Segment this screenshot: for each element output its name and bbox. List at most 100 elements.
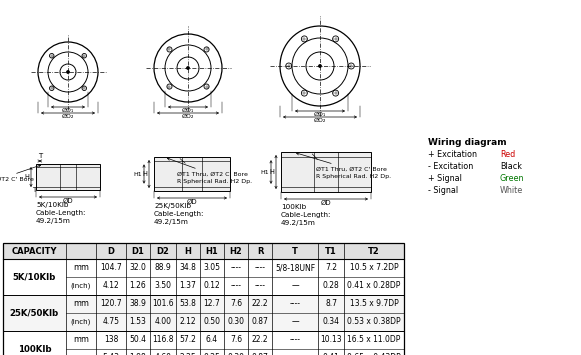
Text: 88.9: 88.9 [155, 263, 171, 273]
Text: 13.5 x 9.7DP: 13.5 x 9.7DP [350, 300, 399, 308]
Text: 116.8: 116.8 [152, 335, 174, 344]
Bar [3, 243, 404, 355]
Text: ----: ---- [289, 335, 300, 344]
Text: 25K/50Klb: 25K/50Klb [10, 308, 59, 317]
Text: 12.7: 12.7 [203, 300, 220, 308]
Text: H: H [142, 171, 147, 177]
Bar [154, 157, 230, 191]
Text: 0.53 x 0.38DP: 0.53 x 0.38DP [347, 317, 401, 327]
Text: H: H [269, 169, 274, 175]
Text: 0.41: 0.41 [322, 354, 339, 355]
Text: mm: mm [73, 335, 89, 344]
Text: 0.65 x 0.43DP: 0.65 x 0.43DP [347, 354, 401, 355]
Text: 0.30: 0.30 [228, 317, 245, 327]
Text: ----: ---- [254, 263, 266, 273]
Text: D2: D2 [156, 246, 170, 256]
Text: ØD: ØD [321, 200, 331, 206]
Text: 1.26: 1.26 [130, 282, 146, 290]
Text: D: D [107, 246, 114, 256]
Text: H: H [24, 174, 29, 180]
Text: 4.75: 4.75 [102, 317, 120, 327]
Bar [3, 295, 404, 331]
Text: ØD: ØD [187, 199, 198, 205]
Text: 50.4: 50.4 [130, 335, 146, 344]
Text: 4.00: 4.00 [155, 317, 171, 327]
Text: ØT1 Thru, ØT2 C' Bore: ØT1 Thru, ØT2 C' Bore [296, 153, 387, 172]
Text: H1: H1 [260, 169, 269, 175]
Text: (inch): (inch) [71, 319, 91, 325]
Text: R Spherical Rad. H2 Dp.: R Spherical Rad. H2 Dp. [177, 179, 252, 184]
Text: ----: ---- [254, 282, 266, 290]
Text: 3.05: 3.05 [203, 263, 221, 273]
Text: T: T [292, 246, 298, 256]
Text: ØD₁: ØD₁ [182, 108, 194, 113]
Text: 32.0: 32.0 [130, 263, 146, 273]
Text: 22.2: 22.2 [252, 335, 268, 344]
Text: H: H [185, 246, 191, 256]
Text: 7.6: 7.6 [230, 300, 242, 308]
Bar [3, 243, 404, 259]
Text: 53.8: 53.8 [180, 300, 196, 308]
Text: 1.53: 1.53 [130, 317, 146, 327]
Text: ØD₁: ØD₁ [62, 108, 74, 113]
Text: 0.25: 0.25 [203, 354, 220, 355]
Text: 3.50: 3.50 [155, 282, 171, 290]
Text: Green: Green [500, 174, 525, 183]
Text: H2: H2 [229, 246, 242, 256]
Text: White: White [500, 186, 523, 195]
Text: 7.6: 7.6 [230, 335, 242, 344]
Text: 2.12: 2.12 [180, 317, 196, 327]
Text: 2.25: 2.25 [180, 354, 196, 355]
Text: 7.2: 7.2 [325, 263, 337, 273]
Text: 0.50: 0.50 [203, 317, 221, 327]
Text: —: — [291, 282, 299, 290]
Bar [36, 164, 100, 190]
Bar [3, 331, 404, 355]
Text: ØD₂: ØD₂ [62, 114, 74, 119]
Text: 101.6: 101.6 [152, 300, 174, 308]
Text: ØD₁: ØD₁ [314, 112, 326, 117]
Text: 4.60: 4.60 [155, 354, 171, 355]
Text: H1: H1 [134, 171, 142, 176]
Circle shape [319, 65, 321, 67]
Circle shape [187, 67, 189, 69]
Text: 16.5 x 11.0DP: 16.5 x 11.0DP [347, 335, 401, 344]
Text: - Signal: - Signal [428, 186, 458, 195]
Bar [281, 152, 371, 192]
Text: 4.12: 4.12 [103, 282, 119, 290]
Text: mm: mm [73, 263, 89, 273]
Text: —: — [291, 354, 299, 355]
Text: T: T [38, 153, 42, 159]
Text: 34.8: 34.8 [180, 263, 196, 273]
Text: H1: H1 [206, 246, 218, 256]
Text: 5K/10Klb: 5K/10Klb [13, 273, 56, 282]
Text: 5/8-18UNF: 5/8-18UNF [275, 263, 315, 273]
Text: ----: ---- [231, 263, 242, 273]
Text: T: T [32, 187, 36, 193]
Text: 138: 138 [104, 335, 118, 344]
Text: 5.43: 5.43 [102, 354, 120, 355]
Text: ØT1 Thru, ØT2 C' Bore: ØT1 Thru, ØT2 C' Bore [167, 158, 248, 177]
Text: ----: ---- [289, 300, 300, 308]
Text: R Spherical Rad. H2 Dp.: R Spherical Rad. H2 Dp. [316, 174, 391, 179]
Text: T1: T1 [325, 246, 337, 256]
Text: 22.2: 22.2 [252, 300, 268, 308]
Text: 1.37: 1.37 [180, 282, 196, 290]
Text: 10.5 x 7.2DP: 10.5 x 7.2DP [350, 263, 399, 273]
Bar [3, 259, 404, 295]
Text: Wiring diagram: Wiring diagram [428, 138, 507, 147]
Text: ØD₂: ØD₂ [182, 114, 194, 119]
Text: 120.7: 120.7 [100, 300, 122, 308]
Text: 100Klb
Cable-Length:
49.2/15m: 100Klb Cable-Length: 49.2/15m [281, 204, 332, 226]
Text: 57.2: 57.2 [180, 335, 196, 344]
Text: ----: ---- [231, 282, 242, 290]
Text: 0.28: 0.28 [322, 282, 339, 290]
Text: Black: Black [500, 162, 522, 171]
Text: 5K/10Klb
Cable-Length:
49.2/15m: 5K/10Klb Cable-Length: 49.2/15m [36, 202, 87, 224]
Text: 0.30: 0.30 [228, 354, 245, 355]
Text: ØD: ØD [63, 198, 73, 204]
Text: 100Klb: 100Klb [17, 344, 51, 354]
Text: 0.41 x 0.28DP: 0.41 x 0.28DP [347, 282, 401, 290]
Text: 0.12: 0.12 [203, 282, 220, 290]
Text: ØD₂: ØD₂ [314, 118, 326, 123]
